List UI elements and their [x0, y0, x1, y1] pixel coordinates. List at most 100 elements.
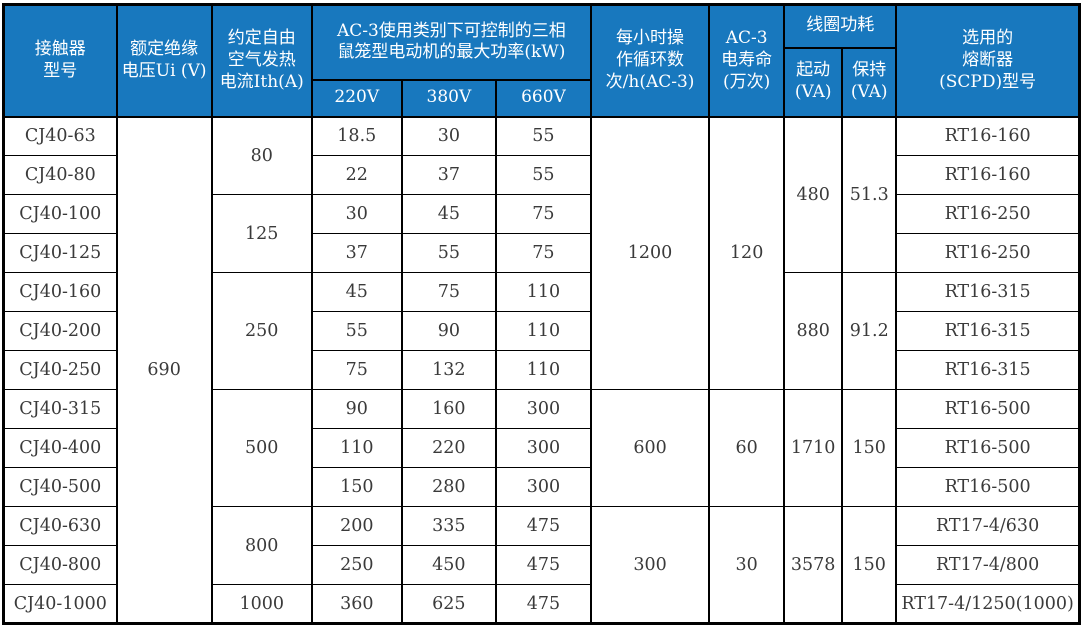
table-row: CJ40-250 75 132 110 RT16-315 [2, 350, 1081, 390]
cell-ith-group: 500 [210, 389, 313, 507]
cell-power-660: 75 [494, 194, 592, 234]
cell-ith-group: 250 [210, 272, 313, 390]
cell-power-380: 335 [400, 506, 497, 546]
cell-power-660: 300 [494, 389, 592, 429]
cell-power-220: 55 [310, 311, 403, 351]
cell-power-660: 55 [494, 155, 592, 195]
cell-power-220: 150 [310, 467, 403, 507]
cell-model: CJ40-400 [2, 428, 118, 468]
cell-model: CJ40-160 [2, 272, 118, 312]
cell-model: CJ40-80 [2, 155, 118, 195]
cell-power-380: 220 [400, 428, 497, 468]
cell-coil-start-group: 3578 [783, 506, 844, 624]
cell-fuse: RT16-160 [895, 116, 1081, 156]
cell-fuse: RT16-250 [895, 233, 1081, 273]
table-row: CJ40-63 690 80 18.5 30 55 1200 120 480 5… [2, 116, 1081, 624]
cell-ui-voltage: 690 [115, 116, 213, 624]
table-row: CJ40-1000 1000 360 625 475 RT17-4/1250(1… [2, 584, 1081, 624]
cell-power-220: 200 [310, 506, 403, 546]
cell-fuse: RT16-500 [895, 389, 1081, 429]
cell-fuse: RT16-160 [895, 155, 1081, 195]
cell-power-380: 132 [400, 350, 497, 390]
header-rated-insulation-voltage: 额定绝缘 电压Ui (V) [115, 3, 213, 118]
cell-power-380: 280 [400, 467, 497, 507]
cell-model: CJ40-100 [2, 194, 118, 234]
cell-power-380: 45 [400, 194, 497, 234]
cell-power-220: 110 [310, 428, 403, 468]
cell-fuse: RT16-500 [895, 428, 1081, 468]
table-row: CJ40-100 125 30 45 75 RT16-250 [2, 194, 1081, 273]
cell-life-group: 60 [708, 389, 786, 507]
cell-model: CJ40-125 [2, 233, 118, 273]
cell-ith-group: 1000 [210, 584, 313, 624]
table-row: CJ40-80 22 37 55 RT16-160 [2, 155, 1081, 195]
header-ac3-max-power: AC-3使用类别下可控制的三相 鼠笼型电动机的最大功率(kW) [310, 3, 592, 81]
header-fuse-model: 选用的 熔断器 (SCPD)型号 [895, 3, 1081, 118]
cell-power-660: 55 [494, 116, 592, 156]
cell-power-380: 90 [400, 311, 497, 351]
cell-power-220: 75 [310, 350, 403, 390]
cell-power-660: 110 [494, 311, 592, 351]
cell-model: CJ40-630 [2, 506, 118, 546]
table-body: CJ40-63 690 80 18.5 30 55 1200 120 480 5… [2, 116, 1081, 624]
header-operating-cycles: 每小时操 作循环数 次/h(AC-3) [589, 3, 711, 118]
table-row: CJ40-125 37 55 75 RT16-250 [2, 233, 1081, 273]
cell-power-220: 18.5 [310, 116, 403, 156]
cell-power-380: 30 [400, 116, 497, 156]
cell-power-380: 160 [400, 389, 497, 429]
cell-model: CJ40-200 [2, 311, 118, 351]
header-220v: 220V [310, 78, 403, 118]
cell-power-220: 90 [310, 389, 403, 429]
cell-power-660: 475 [494, 506, 592, 546]
cell-power-380: 625 [400, 584, 497, 624]
cell-power-660: 110 [494, 350, 592, 390]
cell-coil-hold-group: 150 [841, 506, 898, 624]
cell-model: CJ40-250 [2, 350, 118, 390]
contactor-spec-table: 接触器 型号 额定绝缘 电压Ui (V) 约定自由 空气发热 电流Ith(A) … [2, 3, 1081, 625]
header-coil-start: 起动 (VA) [783, 46, 844, 118]
header-electrical-life: AC-3 电寿命 (万次) [708, 3, 786, 118]
cell-power-380: 450 [400, 545, 497, 585]
table-row: CJ40-315 500 90 160 300 600 60 1710 150 … [2, 389, 1081, 507]
cell-fuse: RT16-250 [895, 194, 1081, 234]
table-row: CJ40-630 800 200 335 475 300 30 3578 150… [2, 506, 1081, 624]
cell-power-380: 55 [400, 233, 497, 273]
cell-power-220: 30 [310, 194, 403, 234]
cell-model: CJ40-800 [2, 545, 118, 585]
cell-power-220: 37 [310, 233, 403, 273]
cell-cycles-group: 300 [589, 506, 711, 624]
cell-power-220: 45 [310, 272, 403, 312]
table-row: CJ40-160 250 45 75 110 880 91.2 RT16-315 [2, 272, 1081, 390]
cell-power-660: 300 [494, 467, 592, 507]
table-header: 接触器 型号 额定绝缘 电压Ui (V) 约定自由 空气发热 电流Ith(A) … [2, 3, 1081, 118]
header-contactor-model: 接触器 型号 [2, 3, 118, 118]
cell-fuse: RT16-315 [895, 272, 1081, 312]
cell-coil-start-group: 480 [783, 116, 844, 273]
header-coil-consumption: 线圈功耗 [783, 3, 898, 49]
cell-power-660: 300 [494, 428, 592, 468]
header-660v: 660V [494, 78, 592, 118]
cell-coil-hold-group: 150 [841, 389, 898, 507]
cell-coil-start-group: 880 [783, 272, 844, 390]
cell-fuse: RT17-4/1250(1000) [895, 584, 1081, 624]
cell-life-group: 30 [708, 506, 786, 624]
table-row: CJ40-800 250 450 475 RT17-4/800 [2, 545, 1081, 585]
table-row: CJ40-400 110 220 300 RT16-500 [2, 428, 1081, 468]
cell-fuse: RT16-315 [895, 311, 1081, 351]
cell-life-group: 120 [708, 116, 786, 390]
table-row: CJ40-200 55 90 110 RT16-315 [2, 311, 1081, 351]
cell-cycles-group: 1200 [589, 116, 711, 390]
header-thermal-current: 约定自由 空气发热 电流Ith(A) [210, 3, 313, 118]
cell-power-660: 475 [494, 545, 592, 585]
cell-coil-hold-group: 51.3 [841, 116, 898, 273]
cell-coil-hold-group: 91.2 [841, 272, 898, 390]
cell-coil-start-group: 1710 [783, 389, 844, 507]
cell-power-660: 475 [494, 584, 592, 624]
cell-ith-group: 80 [210, 116, 313, 195]
table-row: CJ40-500 150 280 300 RT16-500 [2, 467, 1081, 507]
cell-ith-group: 125 [210, 194, 313, 273]
cell-power-660: 110 [494, 272, 592, 312]
cell-model: CJ40-63 [2, 116, 118, 156]
cell-model: CJ40-315 [2, 389, 118, 429]
cell-cycles-group: 600 [589, 389, 711, 507]
